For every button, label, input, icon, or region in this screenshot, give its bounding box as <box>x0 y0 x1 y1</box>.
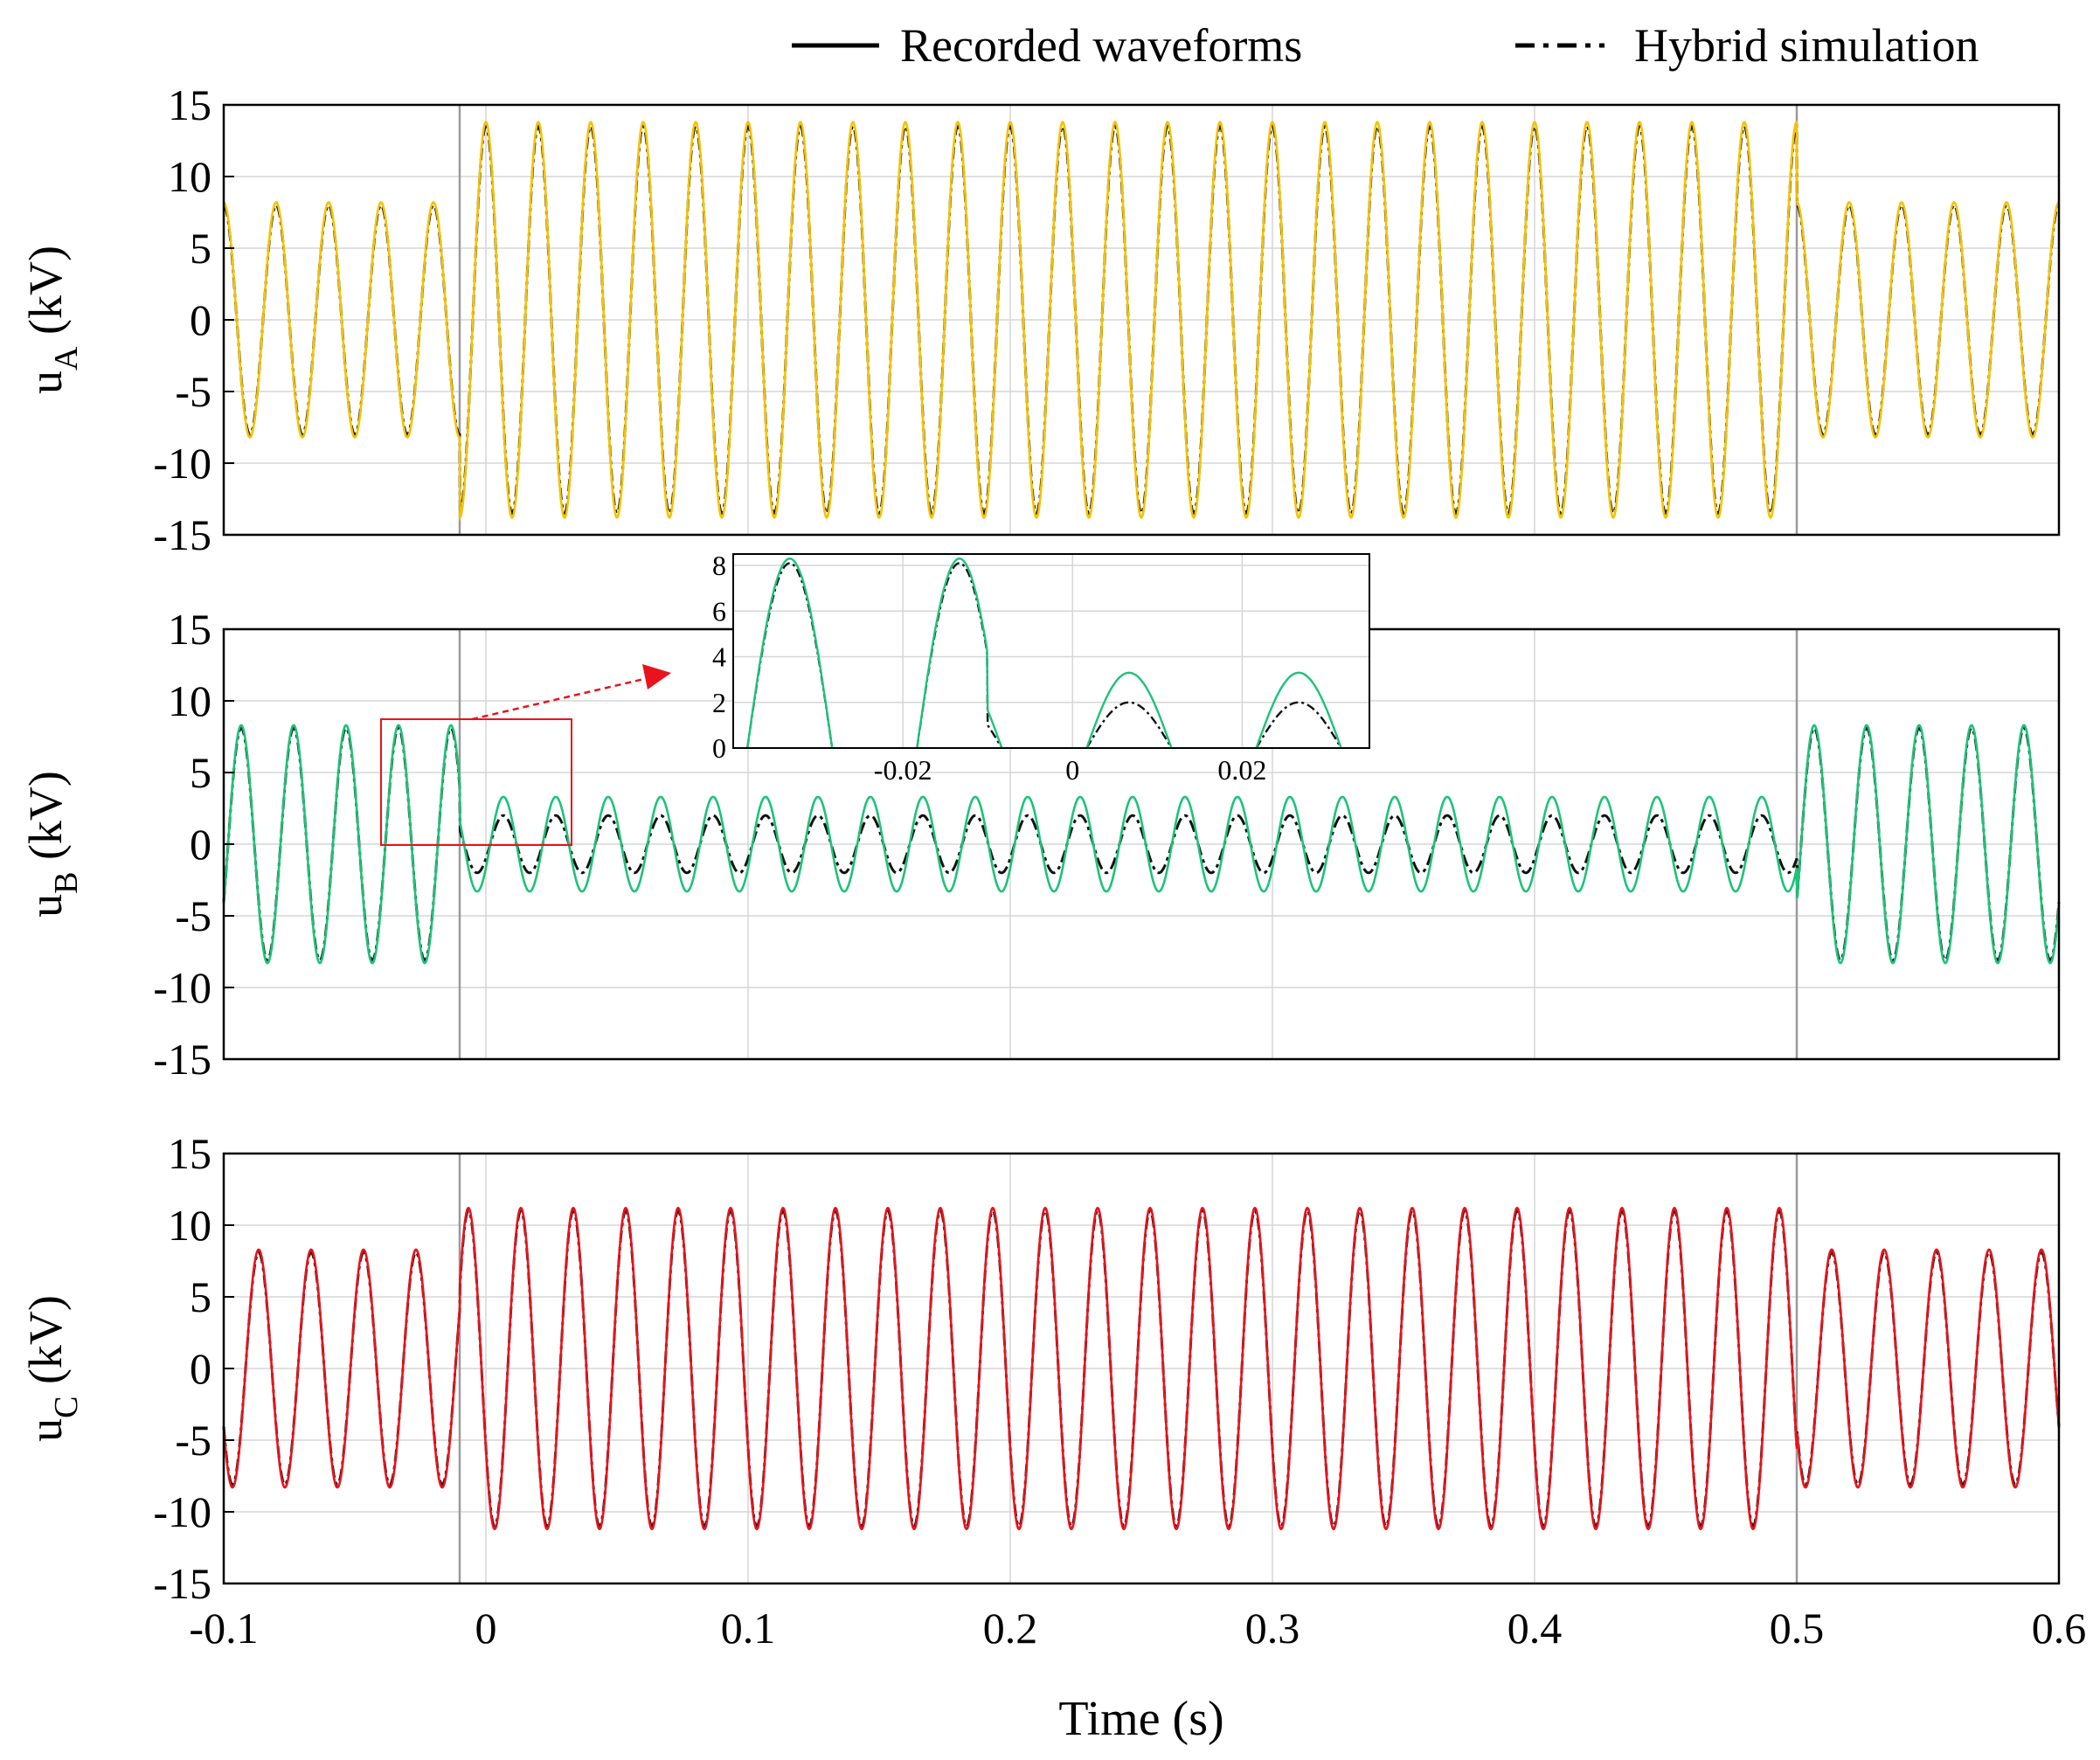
x-axis-label: Time (s) <box>1058 1692 1223 1746</box>
inset-ytick-label-1: 6 <box>712 595 726 627</box>
panel-ua: 15 10 5 0 -5 -10 -15 uA (kV) <box>19 80 2061 559</box>
panel-uc-ylabel-main: u <box>19 1418 72 1442</box>
panel-uc-ytick-label-3: 0 <box>190 1344 211 1393</box>
panel-ua-series-recorded-waveforms <box>223 120 2060 522</box>
legend-label-hybrid: Hybrid simulation <box>1634 19 1979 72</box>
panel-ua-waves <box>223 120 2060 522</box>
x-tick-label-1: 0 <box>475 1604 497 1653</box>
x-tick-label-2: 0.1 <box>721 1604 776 1653</box>
panel-ub-ytick-label-1: 10 <box>168 676 211 725</box>
inset-ytick-label-4: 0 <box>712 732 726 764</box>
panel-uc-ytick-label-0: 15 <box>168 1129 211 1178</box>
panel-uc-ylabel-sub: C <box>48 1396 85 1418</box>
panel-ub-series-recorded-waveforms <box>222 724 2061 965</box>
panel-ub: 15 10 5 0 -5 -10 -15 uB (kV) <box>19 605 2061 1084</box>
panel-uc-ytick-label-6: -15 <box>153 1559 211 1608</box>
inset-series-recorded-waveforms <box>746 557 1342 749</box>
x-tick-label-0: -0.1 <box>189 1604 258 1653</box>
panel-ub-ylabel-sub: B <box>48 872 85 894</box>
panel-ua-ytick-label-0: 15 <box>168 80 211 129</box>
panel-ua-ytick-label-6: -15 <box>153 510 211 559</box>
panel-ua-yticks: 15 10 5 0 -5 -10 -15 <box>153 80 234 559</box>
panel-uc-ytick-label-4: -5 <box>175 1416 211 1465</box>
panel-ub-ytick-label-4: -5 <box>175 891 211 940</box>
inset-ticks: -0.02 0 0.02 8 6 4 2 0 <box>712 550 1266 786</box>
panel-ua-ytick-label-3: 0 <box>190 295 211 344</box>
panel-uc-ytick-label-5: -10 <box>153 1487 211 1536</box>
inset-xtick-label-1: 0 <box>1065 754 1079 786</box>
panel-ua-ytick-label-5: -10 <box>153 439 211 488</box>
panel-ua-ytick-label-1: 10 <box>168 152 211 201</box>
x-tick-label-4: 0.3 <box>1245 1604 1300 1653</box>
panel-ub-grid <box>224 629 2059 1059</box>
zoom-arrow-head <box>642 664 671 689</box>
panel-uc-grid <box>224 1154 2059 1583</box>
panel-uc-waves <box>222 1206 2061 1531</box>
panel-uc-series-recorded-waveforms <box>222 1206 2061 1531</box>
panel-ub-ytick-label-5: -10 <box>153 963 211 1012</box>
inset: -0.02 0 0.02 8 6 4 2 0 <box>712 550 1370 786</box>
inset-xtick-label-0: -0.02 <box>874 754 932 786</box>
zoom-arrow-line <box>471 677 645 721</box>
inset-ytick-label-3: 2 <box>712 687 726 718</box>
legend-label-recorded: Recorded waveforms <box>900 19 1302 72</box>
panel-ub-ytick-label-2: 5 <box>190 748 211 797</box>
panel-ub-ylabel: uB (kV) <box>19 771 85 918</box>
panel-ua-ylabel: uA (kV) <box>19 246 85 394</box>
x-tick-label-6: 0.5 <box>1770 1604 1825 1653</box>
inset-waves <box>746 557 1342 749</box>
legend: Recorded waveforms Hybrid simulation <box>792 19 1979 72</box>
inset-frame <box>732 553 1370 749</box>
panel-ub-ytick-label-6: -15 <box>153 1035 211 1084</box>
panel-ua-ytick-label-4: -5 <box>175 367 211 416</box>
panel-uc-ylabel-unit: (kV) <box>19 1295 72 1396</box>
panel-ua-ytick-label-2: 5 <box>190 224 211 273</box>
panel-uc-yticks: 15 10 5 0 -5 -10 -15 <box>153 1129 234 1608</box>
x-tick-label-5: 0.4 <box>1507 1604 1563 1653</box>
panel-ub-ylabel-unit: (kV) <box>19 771 72 871</box>
panel-uc: 15 10 5 0 -5 -10 -15 uC (kV) <box>19 1129 2061 1608</box>
x-tick-label-3: 0.2 <box>983 1604 1038 1653</box>
panel-ua-ylabel-main: u <box>19 371 72 394</box>
panel-uc-ylabel: uC (kV) <box>19 1295 85 1442</box>
panel-ub-waves <box>222 724 2061 965</box>
panel-ub-series-hybrid-simulation <box>222 726 2061 962</box>
inset-ytick-label-0: 8 <box>712 550 726 581</box>
panel-ub-ytick-label-0: 15 <box>168 605 211 654</box>
inset-ytick-label-2: 4 <box>712 641 726 673</box>
panel-ub-ylabel-main: u <box>19 894 72 918</box>
panel-ua-ylabel-sub: A <box>48 346 85 371</box>
panel-ub-ytick-label-3: 0 <box>190 820 211 869</box>
panel-uc-ytick-label-1: 10 <box>168 1201 211 1250</box>
x-tick-label-7: 0.6 <box>2032 1604 2087 1653</box>
inset-xtick-label-2: 0.02 <box>1217 754 1266 786</box>
panel-ua-ylabel-unit: (kV) <box>19 246 72 346</box>
panel-uc-ytick-label-2: 5 <box>190 1272 211 1321</box>
inset-background <box>733 554 1369 748</box>
x-tick-labels: -0.1 0 0.1 0.2 0.3 0.4 0.5 0.6 <box>189 1604 2086 1653</box>
panel-ub-yticks: 15 10 5 0 -5 -10 -15 <box>153 605 234 1084</box>
